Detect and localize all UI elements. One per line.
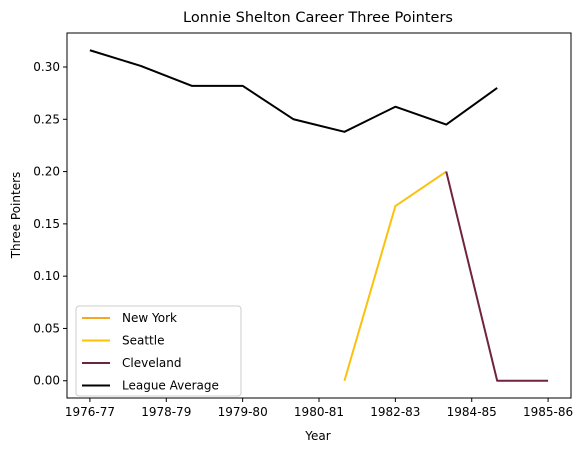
legend-label-0: New York — [122, 311, 177, 325]
x-tick-label: 1976-77 — [65, 405, 115, 419]
legend-label-1: Seattle — [122, 334, 164, 348]
x-tick-label: 1978-79 — [141, 405, 191, 419]
y-tick-label: 0.10 — [33, 269, 60, 283]
legend: New York Seattle Cleveland League Average — [75, 305, 242, 397]
y-axis-label: Three Pointers — [9, 172, 23, 260]
x-tick-label: 1979-80 — [218, 405, 268, 419]
legend-box — [75, 305, 242, 397]
x-tick-label: 1984-85 — [447, 405, 497, 419]
y-tick-label: 0.25 — [33, 112, 60, 126]
y-tick-label: 0.05 — [33, 321, 60, 335]
y-tick-label: 0.15 — [33, 217, 60, 231]
series-line-3 — [89, 49, 498, 133]
legend-label-2: Cleveland — [122, 356, 182, 370]
x-tick-label: 1980-81 — [294, 405, 344, 419]
y-tick-label: 0.30 — [33, 60, 60, 74]
y-tick-label: 0.00 — [33, 374, 60, 388]
chart-title: Lonnie Shelton Career Three Pointers — [183, 10, 453, 26]
plot-area: 0.00 0.05 0.10 0.15 0.20 0.25 0.30 1976-77 1978-… — [33, 32, 573, 419]
legend-label-3: League Average — [122, 379, 219, 393]
x-axis-label: Year — [304, 429, 330, 443]
y-tick-label: 0.20 — [33, 165, 60, 179]
series-line-1 — [343, 170, 447, 382]
x-tick-label: 1985-86 — [523, 405, 573, 419]
x-tick-label: 1982-83 — [370, 405, 420, 419]
series-line-2 — [445, 171, 549, 382]
